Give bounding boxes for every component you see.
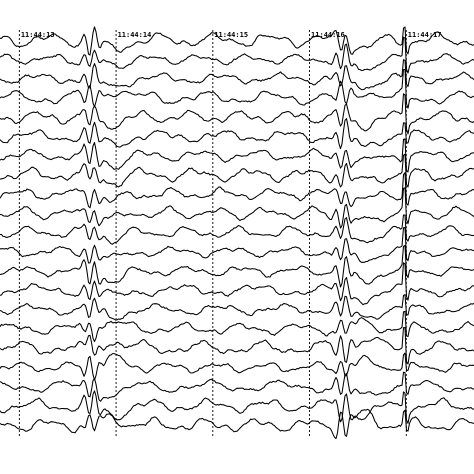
eeg-channel-trace-7 (0, 138, 474, 173)
eeg-channel-trace-13 (0, 244, 474, 288)
eeg-channel-trace-4 (0, 68, 474, 109)
eeg-channel-trace-1 (0, 26, 474, 56)
time-label-4: 11:44:16 (311, 31, 345, 39)
time-label-5: 11:44:17 (408, 31, 442, 39)
eeg-channel-trace-21 (0, 408, 474, 440)
eeg-channel-trace-16 (0, 310, 474, 343)
eeg-channel-trace-19 (0, 371, 474, 402)
time-label-2: 11:44:14 (118, 31, 152, 39)
eeg-channel-trace-20 (0, 390, 474, 424)
eeg-channel-trace-18 (0, 352, 474, 381)
eeg-channel-trace-6 (0, 118, 474, 150)
eeg-channel-trace-8 (0, 153, 474, 188)
eeg-trace-group (0, 26, 474, 440)
eeg-channel-trace-9 (0, 172, 474, 209)
eeg-channel-trace-17 (0, 327, 474, 365)
eeg-channel-trace-5 (0, 93, 474, 135)
time-label-3: 11:44:15 (214, 31, 248, 39)
time-divider-group (18, 30, 407, 438)
eeg-channel-trace-11 (0, 214, 474, 245)
eeg-channel-trace-12 (0, 226, 474, 264)
eeg-channel-trace-15 (0, 294, 474, 321)
time-label-group: 11:44:13 11:44:14 11:44:15 11:44:16 11:44:17 (21, 31, 442, 39)
eeg-channel-trace-2 (0, 36, 474, 74)
eeg-channel-trace-14 (0, 262, 474, 306)
eeg-channel-trace-10 (0, 187, 474, 229)
eeg-channel-trace-3 (0, 59, 474, 91)
time-label-1: 11:44:13 (21, 31, 55, 39)
